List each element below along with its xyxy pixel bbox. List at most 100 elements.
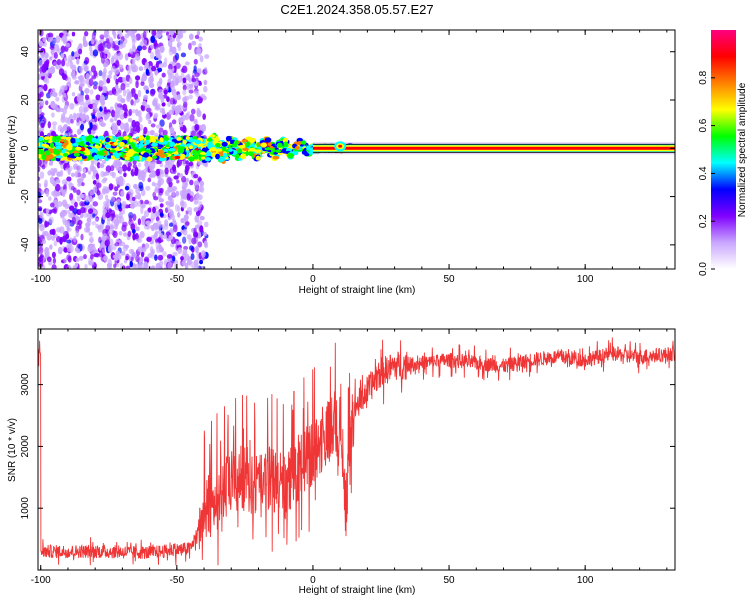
spectrogram-cell [168,141,176,147]
spectrogram-cell [95,223,99,229]
spectrogram-cell [142,30,147,39]
spectrogram-cell [113,44,120,51]
spectrogram-cell [87,244,93,253]
spectrogram-cell [117,129,122,137]
spectrogram-cell [168,147,176,152]
spectrogram-cell [199,259,204,265]
spectrogram-cell [264,137,272,143]
spectrogram-cell [118,211,123,220]
spectrogram-cell [109,224,114,230]
spectrogram-cell [109,118,114,123]
spectrogram-cell [70,172,76,177]
spectrogram-cell [105,212,111,219]
spectrogram-cell [113,160,118,168]
spectrogram-cell [172,164,177,172]
colorbar-tick-label: 0.6 [698,118,709,132]
spectrogram-cell [204,157,211,162]
spectrogram-cell [193,90,199,95]
spectrogram-cell [52,124,57,132]
spectrogram-cell [128,108,133,116]
spectrogram-cell [89,253,94,260]
spectrogram-cell [43,61,49,68]
spectrogram-cell [70,185,75,191]
spectrogram-cell [132,233,136,241]
spectrogram-cell [135,254,140,263]
spectrogram-cell [117,76,124,83]
spectrogram-cell [182,139,187,145]
spectrogram-cell [76,248,81,254]
spectrogram-cell [157,187,163,194]
spectrogram-cell [67,167,71,176]
spectrogram-cell [39,211,44,219]
snr-frame [37,328,676,571]
spectrogram-cell [107,245,113,253]
spectrogram-cell [39,99,45,107]
spectrogram-cell [137,264,143,269]
spectrogram-cell [92,103,98,110]
spectrogram-cell [186,83,191,91]
spectrogram-cell [116,119,122,126]
spectrogram-cell [132,228,136,234]
spectrogram-cell [61,179,68,185]
spectrogram-cell [49,244,53,250]
spectrogram-cell [107,111,111,118]
spectrogram-cell [197,220,203,226]
spectrogram-cell [125,152,132,158]
spectrogram-ytick-label: 40 [20,46,31,58]
spectrogram-cell [188,42,192,51]
spectrogram-cell [132,213,137,221]
spectrogram-cell [39,171,45,179]
spectrogram-cell [53,190,58,199]
spectrogram-cell [62,152,69,157]
spectrogram-cell [123,135,129,140]
spectrogram-cell [66,209,71,214]
spectrogram-cell [80,135,87,142]
spectrogram-cell [181,201,187,209]
spectrogram-cell [38,217,43,224]
spectrogram-cell [158,88,164,97]
spectrogram-cell [134,234,139,240]
spectrogram-cell [154,69,159,76]
spectrogram-cell [171,185,178,192]
spectrogram-cell [94,144,99,149]
spectrogram-cell [128,215,133,222]
spectrogram-cell [146,223,151,230]
snr-marks [38,337,675,566]
spectrogram-cell [47,36,54,43]
spectrogram-cell [176,231,182,237]
spectrogram-cell [138,135,145,141]
spectrogram-cell [255,155,261,161]
spectrogram-cell [45,208,50,214]
spectrogram-cell [74,170,79,178]
spectrogram-cell [177,212,181,218]
spectrogram-cell [49,45,55,50]
spectrogram-cell [56,106,61,113]
spectrogram-cell [200,250,206,258]
spectrogram-cell [183,214,189,222]
spectrogram-cell [175,241,182,246]
spectrogram-cell [78,255,84,261]
spectrogram-cell [64,57,68,62]
spectrogram-cell [82,62,86,67]
spectrogram-cell [203,240,208,247]
spectrogram-cell [188,89,194,94]
spectrogram-cell [94,217,99,222]
spectrogram-cell [138,142,144,148]
spectrogram-cell [67,59,73,64]
spectrogram-cell [92,180,97,185]
spectrogram-cell [72,112,77,121]
spectrogram-cell [135,226,140,232]
spectrogram-cell [45,189,50,198]
spectrogram-cell [55,155,63,159]
spectrogram-cell [200,156,206,160]
spectrogram-cell [146,237,152,242]
spectrogram-cell [91,246,96,251]
spectrogram-cell [168,222,174,227]
spectrogram-cell [159,45,165,54]
spectrogram-cell [137,192,142,200]
spectrogram-cell [193,154,199,160]
spectrogram-cell [46,256,52,263]
spectrogram-cell [110,196,116,202]
spectrogram-cell [137,162,142,168]
spectrogram-cell [109,149,116,153]
